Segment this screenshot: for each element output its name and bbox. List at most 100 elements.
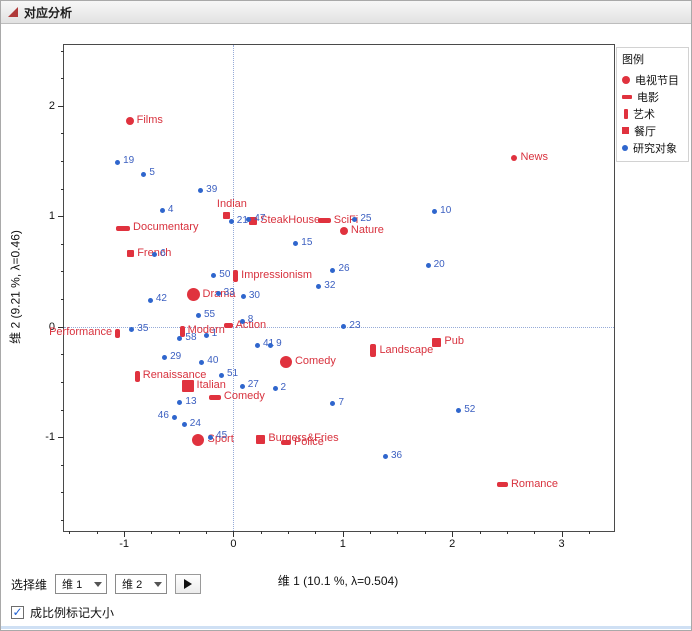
point-label: Comedy [294,355,336,367]
subject-point[interactable] [246,217,252,223]
category-point[interactable] [370,344,377,358]
subject-point[interactable] [195,313,201,319]
category-point[interactable] [279,356,292,368]
subject-point[interactable] [268,342,274,348]
subject-point[interactable] [129,327,135,333]
dimension-1-select[interactable]: 维 1 [55,574,108,594]
legend-item-art[interactable]: 艺术 [622,105,684,122]
subject-point[interactable] [240,294,246,300]
point-label: Comedy [223,390,265,403]
category-point[interactable] [115,328,121,338]
subject-point[interactable] [293,241,299,247]
subject-point[interactable] [141,171,147,177]
play-icon [184,579,193,589]
subject-point[interactable] [239,383,245,389]
category-point[interactable] [511,154,518,161]
subject-point[interactable] [162,355,168,361]
category-point[interactable] [339,226,348,235]
x-axis-tick [124,531,126,537]
category-point[interactable] [181,380,194,393]
report-body: -10123-1012FilmsNewsNatureDramaComedySpo… [1,24,691,629]
point-label: Italian [196,379,226,392]
subject-point[interactable] [425,263,431,269]
subject-point[interactable] [211,273,217,279]
point-label: 46 [157,410,169,422]
subject-point[interactable] [382,454,388,460]
subject-point[interactable] [432,209,438,215]
zero-refline-y [64,326,614,328]
legend-item-tv[interactable]: 电视节目 [622,71,684,88]
point-label: 29 [170,350,182,362]
legend-item-label: 餐厅 [634,125,656,138]
point-label: 23 [349,319,361,331]
category-point[interactable] [280,440,291,446]
subject-point[interactable] [199,359,205,365]
y-axis-tick [61,519,64,521]
point-label: 26 [338,263,350,275]
subject-point[interactable] [147,297,153,303]
legend-title: 图例 [622,54,644,66]
cycle-dimensions-button[interactable] [175,574,202,594]
point-label: Modern [187,324,225,337]
subject-point[interactable] [341,324,347,330]
dimension-1-value: 维 1 [62,579,83,591]
category-point[interactable] [179,325,185,337]
category-point[interactable] [223,323,233,329]
subject-point[interactable] [152,252,158,258]
point-label: 5 [149,167,155,179]
subject-point[interactable] [159,208,165,214]
subject-point[interactable] [352,217,358,223]
category-point[interactable] [496,482,508,488]
legend-item-subject[interactable]: 研究对象 [622,139,684,156]
category-point[interactable] [127,250,135,258]
point-label: 58 [185,331,197,343]
plot-canvas[interactable]: -10123-1012FilmsNewsNatureDramaComedySpo… [45,44,615,550]
tv-circle-marker-icon [622,75,630,84]
point-label: 10 [440,204,452,216]
subject-point[interactable] [316,284,322,290]
category-point[interactable] [317,218,331,224]
art-bar-marker-icon [624,108,628,119]
subject-point[interactable] [177,400,183,406]
category-point[interactable] [134,370,140,382]
subject-point[interactable] [330,401,336,407]
point-label: News [520,150,548,163]
category-point[interactable] [223,211,231,219]
subject-point[interactable] [272,386,278,391]
subject-point[interactable] [115,159,121,165]
chevron-down-icon [154,581,163,587]
x-axis-tick [96,531,98,534]
subject-point[interactable] [203,332,209,338]
subject-point[interactable] [181,422,187,428]
legend-item-movie[interactable]: 电影 [622,88,684,105]
subject-point[interactable] [255,342,261,348]
legend-item-restaurant[interactable]: 餐厅 [622,122,684,139]
subject-point[interactable] [218,372,224,378]
category-point[interactable] [192,434,205,447]
dimension-2-select[interactable]: 维 2 [115,574,168,594]
point-label: 4 [167,203,174,215]
subject-point[interactable] [228,219,234,225]
subject-point[interactable] [198,188,204,194]
category-point[interactable] [186,288,200,302]
y-axis-tick [61,243,64,245]
subject-point[interactable] [208,434,214,440]
x-axis-tick [479,531,481,534]
category-point[interactable] [116,225,131,231]
subject-point[interactable] [177,336,183,342]
disclosure-triangle-icon[interactable] [8,7,18,17]
subject-point[interactable] [171,414,177,420]
proportional-marker-checkbox[interactable]: ✓ [11,606,24,619]
category-point[interactable] [233,269,239,282]
subject-point[interactable] [456,408,462,414]
category-point[interactable] [432,337,442,347]
subject-point[interactable] [239,318,245,324]
category-point[interactable] [256,434,266,444]
subject-point[interactable] [215,291,221,297]
point-label: Renaissance [142,369,207,382]
category-point[interactable] [208,394,221,400]
x-axis-tick [69,531,71,534]
category-point[interactable] [125,117,134,126]
subject-point[interactable] [330,267,336,273]
category-point[interactable] [249,216,258,225]
